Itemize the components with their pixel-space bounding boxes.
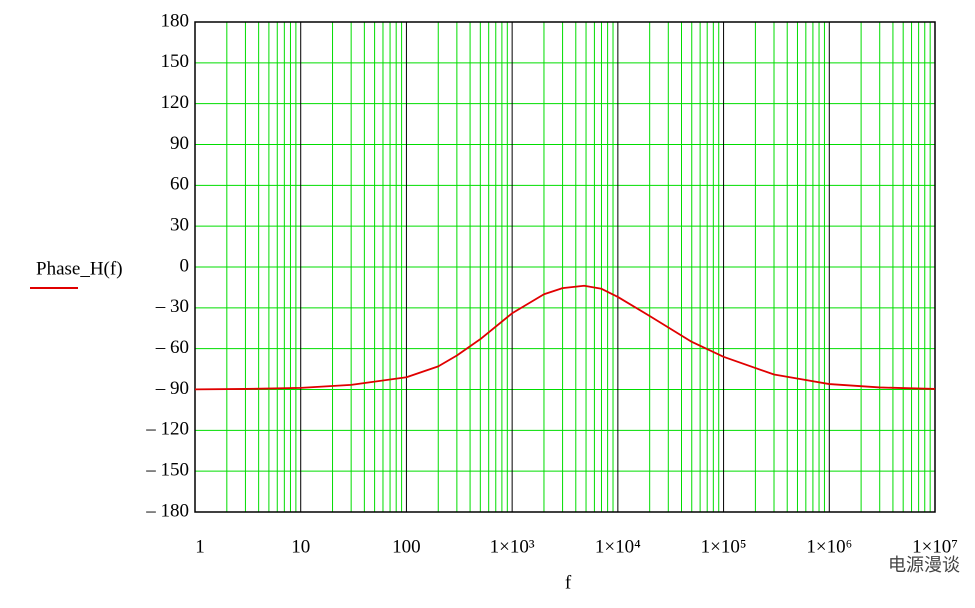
x-tick-label: 1 [195,536,205,557]
y-tick-label: 90 [170,133,189,154]
y-tick-label: 30 [170,215,189,236]
x-tick-label: 1×10⁵ [701,536,747,557]
y-tick-label: – 120 [145,419,189,440]
x-tick-label: 1×10⁷ [912,536,958,557]
x-tick-label: 1×10³ [490,536,535,557]
x-tick-label: 1×10⁶ [806,536,852,557]
legend-label: Phase_H(f) [36,258,123,279]
plot-frame [194,21,936,513]
y-tick-label: 60 [170,174,189,195]
y-tick-label: – 90 [155,378,189,399]
y-tick-label: 180 [161,10,190,31]
x-axis-label: f [565,572,572,593]
x-tick-label: 1×10⁴ [595,536,641,557]
x-tick-label: 100 [392,536,421,557]
y-tick-label: – 180 [145,500,189,521]
y-tick-label: – 30 [155,296,189,317]
y-tick-label: 150 [161,51,190,72]
line-series [194,284,936,391]
x-tick-label: 10 [291,536,310,557]
y-tick-label: – 60 [155,337,189,358]
y-tick-label: 0 [180,255,190,276]
y-tick-label: – 150 [145,460,189,481]
watermark: 电源漫谈 [888,555,960,576]
y-tick-label: 120 [161,92,190,113]
